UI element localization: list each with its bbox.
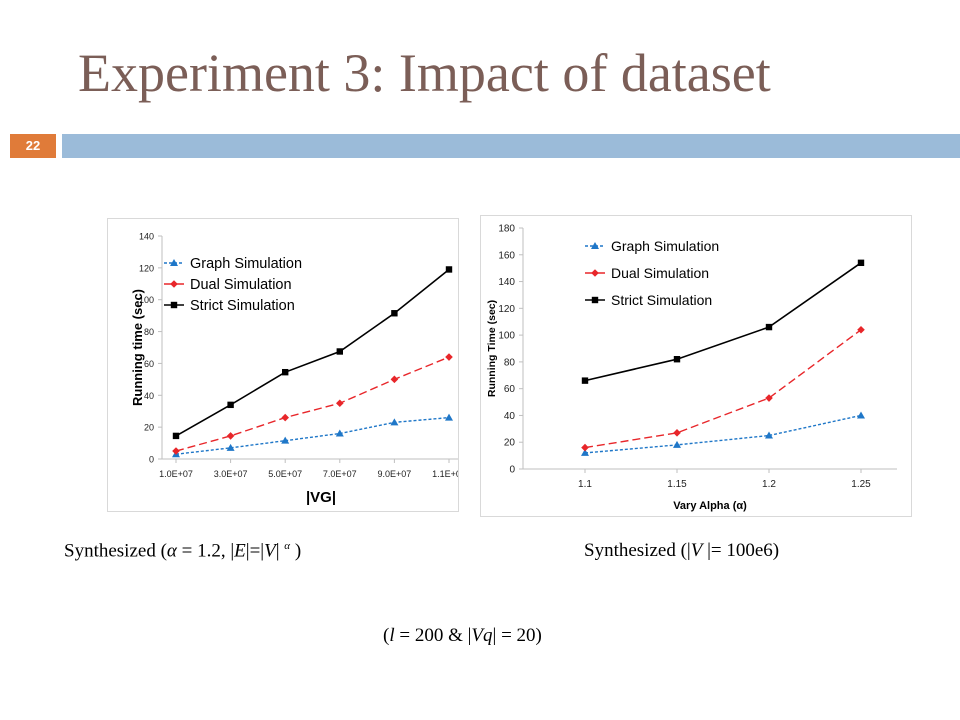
chart1-legend-label: Strict Simulation: [190, 298, 295, 314]
chart1-data-point: [390, 418, 399, 426]
chart-vary-graph-size-svg: 0 20 40 60 80 100 120 140 1.0E+07 3.0E+07 5.0E+07 7…: [130, 232, 480, 506]
chart2-x-axis-title: Vary Alpha (α): [673, 500, 747, 512]
chart2-series-line: [584, 414, 862, 454]
slide-title: Experiment 3: Impact of dataset: [78, 43, 771, 103]
chart1-data-point: [336, 348, 343, 355]
chart1-y-tick-label: 80: [144, 327, 154, 337]
chart1-y-axis-title: Running time (sec): [130, 289, 145, 406]
chart2-data-point: [673, 356, 681, 363]
chart2-y-tick-label: 60: [504, 384, 516, 395]
chart2-legend-label: Graph Simulation: [611, 238, 719, 254]
chart1-data-point: [227, 401, 234, 409]
chart1-data-point: [390, 375, 399, 384]
chart2-y-tick-label: 80: [504, 357, 516, 368]
chart2-x-tick-label: 1.2: [762, 479, 776, 490]
chart2-y-tick-label: 100: [498, 331, 515, 342]
chart1-y-tick-label: 100: [139, 295, 154, 305]
chart1-x-tick-label: 3.0E+07: [214, 469, 248, 479]
chart2-data-point: [673, 429, 681, 437]
chart1-data-point: [335, 429, 344, 437]
chart2-y-tick-label: 40: [504, 411, 516, 422]
chart1-y-tick-label: 20: [144, 423, 154, 433]
chart-vary-alpha: 0 20 40 60 80 100 120 140 160 180 1.1 1.15 1.2 1.25 Ru…: [480, 215, 912, 517]
title-divider-band: [62, 134, 960, 158]
chart1-data-point: [172, 432, 180, 440]
caption-right-chart: Synthesized (|V |= 100e6): [584, 540, 780, 561]
chart2-y-tick-label: 160: [498, 250, 515, 261]
chart1-x-axis-title: |VG|: [306, 489, 336, 506]
chart1-legend-label: Graph Simulation: [190, 256, 302, 272]
chart1-legend-marker: [170, 259, 178, 266]
chart2-legend-label: Dual Simulation: [611, 265, 709, 281]
chart2-data-point: [857, 411, 865, 419]
chart1-data-point: [445, 353, 453, 361]
chart1-data-point: [336, 399, 344, 408]
chart1-y-tick-label: 60: [144, 359, 154, 369]
chart2-data-point: [581, 443, 589, 452]
chart2-data-point: [765, 323, 773, 331]
chart-vary-alpha-svg: 0 20 40 60 80 100 120 140 160 180 1.1 1.15 1.2 1.25 Ru…: [486, 224, 897, 512]
caption-query-params: (l = 200 & |Vq| = 20): [383, 625, 542, 646]
chart2-y-tick-label: 180: [498, 224, 515, 235]
chart2-x-tick-label: 1.1: [578, 479, 592, 490]
chart1-legend-label: Dual Simulation: [190, 277, 292, 293]
chart1-legend-marker: [170, 301, 178, 309]
chart2-y-axis-title: Running Time (sec): [486, 300, 498, 397]
chart2-x-tick-label: 1.15: [667, 479, 687, 490]
chart2-x-tick-label: 1.25: [851, 479, 871, 490]
chart2-data-point: [673, 440, 681, 448]
chart2-y-tick-label: 120: [498, 304, 515, 315]
chart2-legend-marker: [591, 242, 599, 249]
chart2-series-line: [584, 262, 862, 382]
slide-number: 22: [25, 138, 41, 153]
chart1-x-tick-label: 7.0E+07: [323, 469, 357, 479]
chart1-y-tick-label: 40: [144, 391, 154, 401]
chart1-y-tick-label: 0: [149, 455, 154, 465]
chart1-x-tick-label: 9.0E+07: [378, 469, 412, 479]
chart2-y-tick-label: 0: [509, 465, 515, 476]
chart1-data-point: [445, 266, 453, 273]
chart1-data-point: [445, 413, 453, 421]
slide-number-badge: 22: [10, 134, 56, 158]
chart1-data-point: [226, 443, 235, 451]
chart1-data-point: [391, 310, 398, 317]
chart1-x-tick-label: 1.0E+07: [159, 469, 193, 479]
chart1-series-line: [175, 356, 450, 452]
chart2-data-point: [581, 448, 589, 456]
chart2-legend-marker: [591, 269, 599, 277]
chart1-y-tick-label: 140: [139, 232, 154, 242]
chart2-data-point: [765, 431, 773, 439]
chart2-y-tick-label: 20: [504, 438, 516, 449]
chart2-y-tick-label: 140: [498, 277, 515, 288]
caption-left-chart: Synthesized (α = 1.2, |E|=|V| α ): [64, 540, 302, 562]
chart2-legend-label: Strict Simulation: [611, 292, 712, 308]
chart2-legend-marker: [591, 296, 599, 304]
chart-vary-graph-size: 0 20 40 60 80 100 120 140 1.0E+07 3.0E+07 5.0E+07 7…: [107, 218, 480, 512]
chart1-x-tick-label: 5.0E+07: [268, 469, 302, 479]
chart1-data-point: [226, 432, 235, 440]
chart1-data-point: [281, 436, 290, 444]
chart1-x-tick-label: 1.1E+08: [432, 469, 458, 479]
chart1-y-tick-label: 120: [139, 263, 154, 273]
chart1-data-point: [281, 413, 289, 422]
chart2-data-point: [857, 259, 865, 267]
chart2-data-point: [581, 377, 589, 384]
chart2-series-line: [584, 329, 862, 449]
chart1-series-line: [175, 416, 450, 455]
chart1-data-point: [282, 368, 289, 376]
chart1-data-point: [172, 447, 180, 455]
chart1-series-line: [175, 268, 450, 437]
chart1-legend-marker: [170, 280, 178, 288]
